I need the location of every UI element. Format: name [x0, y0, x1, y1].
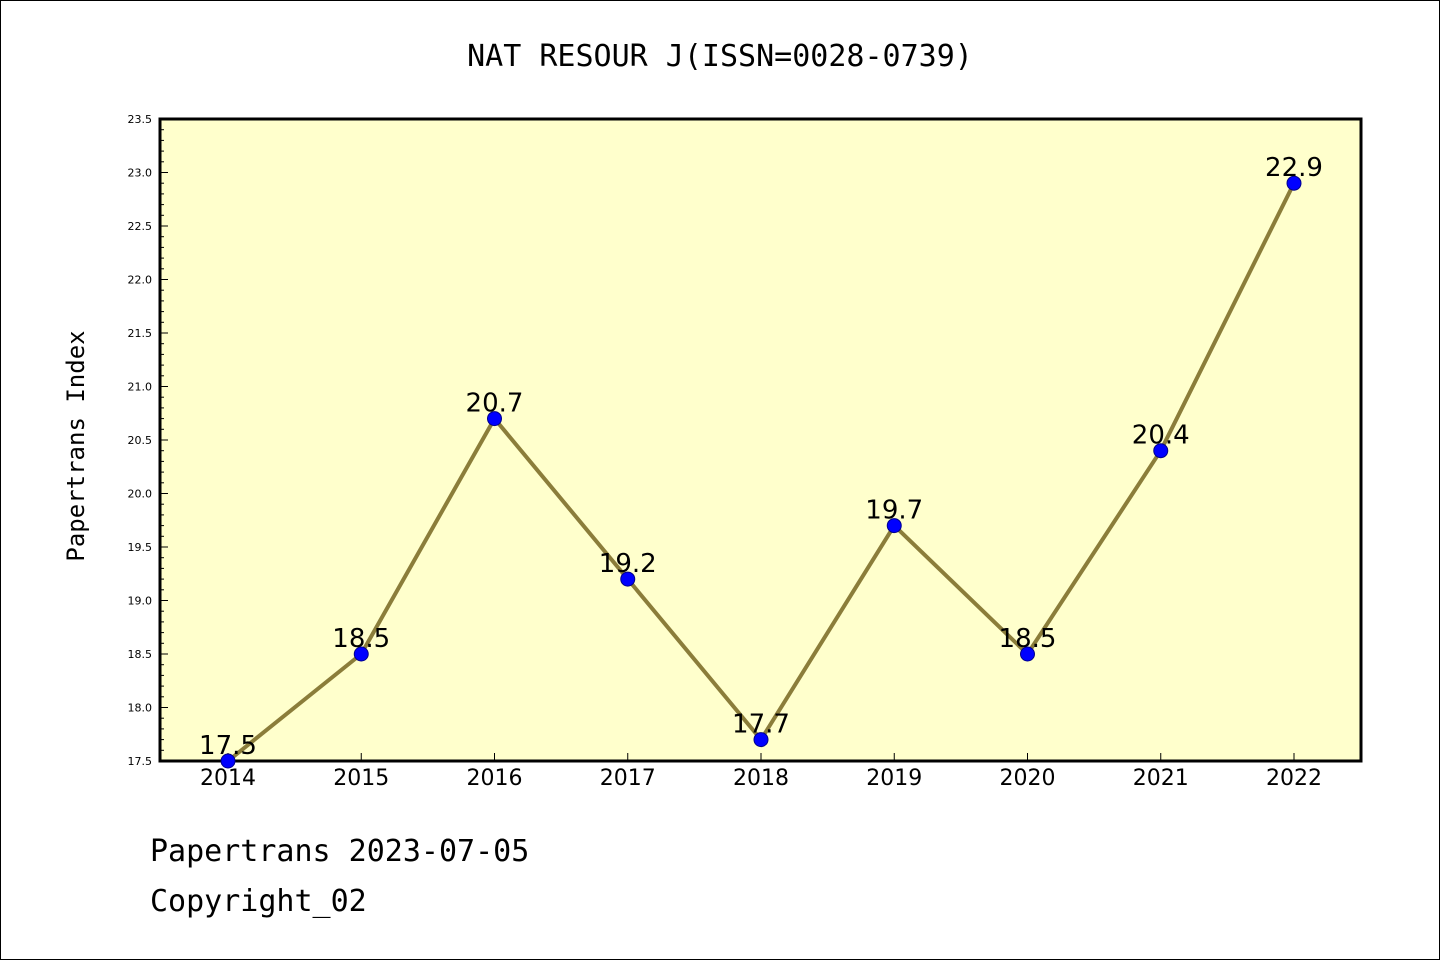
y-tick-label: 17.5	[128, 755, 153, 768]
x-tick-label: 2022	[1266, 766, 1322, 791]
y-axis-label: Papertrans Index	[62, 330, 90, 561]
y-tick-label: 21.5	[128, 327, 153, 340]
data-point	[487, 411, 502, 427]
data-label: 18.5	[332, 624, 390, 654]
y-tick-label: 19.0	[128, 595, 153, 608]
data-label: 17.7	[732, 710, 790, 740]
x-axis-ticks: 2014 2015 2016 2017 2018 2019 2020 2021 2022	[200, 753, 1322, 791]
data-point	[220, 753, 236, 769]
y-tick-label: 19.5	[128, 541, 153, 554]
x-tick-label: 2019	[866, 766, 922, 791]
data-labels: 17.5 18.5 20.7 19.2 17.7 19.7 18.5 20.4 22.9	[199, 153, 1323, 761]
data-point	[353, 646, 369, 662]
x-tick-label: 2015	[333, 766, 389, 791]
x-tick-label: 2016	[467, 766, 523, 791]
data-label: 20.4	[1132, 421, 1190, 451]
data-label: 22.9	[1265, 153, 1323, 183]
data-label: 18.5	[999, 624, 1057, 654]
data-label: 20.7	[466, 389, 524, 419]
data-point	[753, 732, 769, 748]
x-tick-label: 2014	[200, 766, 256, 791]
data-markers	[220, 175, 1302, 769]
data-point	[1153, 443, 1169, 459]
y-tick-label: 20.5	[128, 434, 153, 447]
x-tick-label: 2017	[600, 766, 656, 791]
data-point	[620, 571, 636, 587]
y-tick-label: 18.5	[128, 648, 153, 661]
y-axis-ticks: 17.5 18.0 18.5 19.0 19.5 20.0 20.5 21.0 21.5 22.0…	[128, 113, 168, 768]
x-tick-label: 2020	[1000, 766, 1056, 791]
x-tick-label: 2021	[1133, 766, 1189, 791]
footer-date: Papertrans 2023-07-05	[150, 834, 530, 869]
y-tick-label: 22.0	[128, 274, 153, 287]
footer-copyright: Copyright_02	[150, 884, 367, 919]
data-point	[886, 518, 902, 534]
data-label: 17.5	[199, 731, 257, 761]
y-tick-label: 20.0	[128, 488, 153, 501]
x-tick-label: 2018	[733, 766, 789, 791]
chart-title: NAT RESOUR J(ISSN=0028-0739)	[467, 39, 973, 74]
y-tick-label: 22.5	[128, 220, 153, 233]
data-point	[1286, 175, 1302, 191]
y-tick-label: 23.0	[128, 167, 153, 180]
y-tick-label: 18.0	[128, 702, 153, 715]
y-tick-label: 23.5	[128, 113, 153, 126]
data-label: 19.2	[599, 549, 657, 579]
data-label: 19.7	[865, 496, 923, 526]
y-tick-label: 21.0	[128, 381, 153, 394]
data-point	[1020, 646, 1035, 662]
